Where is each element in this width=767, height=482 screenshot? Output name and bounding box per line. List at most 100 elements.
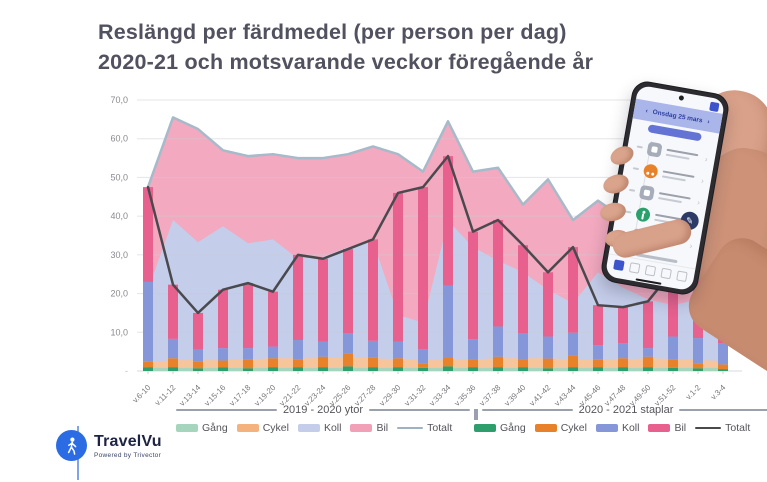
bar-segment-cykel (643, 356, 653, 368)
nav-stats-icon (644, 264, 657, 277)
bar-segment-koll (143, 281, 153, 362)
y-zero-label: - (125, 366, 128, 376)
nav-trips-icon (613, 258, 625, 271)
y-tick-label: 30,0 (110, 250, 128, 260)
legend-entry-cykel: Cykel (534, 422, 587, 434)
bar-segment-gng (318, 367, 328, 371)
legend-entry-totalt: Totalt (695, 422, 750, 434)
bar-segment-koll (193, 349, 203, 362)
bar-segment-bil (343, 249, 353, 334)
chart-title: Reslängd per färdmedel (per person per d… (98, 18, 593, 77)
y-tick-label: 70,0 (110, 95, 128, 105)
bar-segment-gng (193, 368, 203, 371)
app-icon (709, 101, 720, 113)
bar-segment-gng (343, 366, 353, 371)
legend-group-title-row: 2019 - 2020 ytor (176, 403, 478, 420)
legend-label: Cykel (560, 422, 587, 434)
legend-swatch (236, 424, 259, 432)
legend-entry-gng: Gång (474, 422, 526, 434)
bar-segment-gng (643, 367, 653, 371)
legend-entry-koll: Koll (297, 422, 342, 434)
bicycle-icon (642, 163, 659, 180)
legend-rule (482, 408, 573, 411)
travelvu-logo: TravelVu Powered by Trivector (56, 426, 162, 480)
bar-segment-gng (443, 366, 453, 371)
legend-swatch (176, 424, 198, 432)
bar-segment-gng (568, 367, 578, 371)
bar-segment-cykel (193, 361, 203, 369)
legend-entry-gng: Gång (176, 422, 228, 434)
bar-segment-bil (268, 291, 278, 347)
bar-segment-bil (193, 312, 203, 350)
area-gng (148, 367, 723, 371)
trip-text-placeholder (658, 191, 691, 204)
bar-segment-bil (543, 272, 553, 337)
bar-segment-koll (543, 336, 553, 359)
bar-segment-cykel (518, 359, 528, 368)
trip-text-placeholder (661, 169, 695, 182)
bar-segment-cykel (418, 363, 428, 368)
bar-segment-gng (368, 367, 378, 371)
bar-segment-cykel (143, 361, 153, 368)
bar-segment-bil (568, 247, 578, 333)
nav-info-icon (660, 267, 673, 279)
chevron-right-icon: › (704, 154, 709, 164)
bar-segment-bil (243, 283, 253, 349)
time-label-placeholder (628, 188, 636, 192)
time-label-placeholder (625, 210, 632, 214)
place-icon (638, 184, 655, 202)
bar-segment-cykel (393, 358, 403, 368)
legend-label: Totalt (427, 422, 453, 434)
y-tick-label: 50,0 (110, 172, 128, 182)
bar-segment-cykel (318, 356, 328, 368)
camera-dot (678, 95, 685, 101)
bar-segment-bil (143, 187, 153, 282)
legend-label: Koll (323, 422, 342, 434)
bar-segment-gng (493, 367, 503, 371)
area-koll (148, 220, 723, 371)
time-label-placeholder (636, 145, 643, 149)
bar-segment-gng (243, 368, 253, 371)
bar-segment-koll (618, 343, 628, 359)
legend-label: Bil (674, 422, 687, 434)
legend-swatch (297, 424, 320, 432)
legend-group-2020-2021: 2020 - 2021 staplar Gång Cykel Koll Bil Tota… (474, 403, 767, 434)
chevron-left-icon: ‹ (645, 107, 649, 115)
bar-segment-gng (693, 368, 703, 371)
bar-segment-koll (643, 348, 653, 357)
bar-segment-bil (618, 307, 628, 344)
bar-segment-bil (518, 245, 528, 334)
nav-settings-icon (676, 269, 688, 282)
bar-segment-gng (293, 367, 303, 371)
walking-person-icon (56, 430, 87, 461)
legend-swatch (534, 424, 557, 432)
chevron-right-icon: › (688, 240, 694, 251)
legend-label: Bil (376, 422, 389, 434)
legend-label: Koll (621, 422, 640, 434)
bar-segment-gng (418, 367, 428, 371)
legend-entry-bil: Bil (648, 422, 686, 434)
legend-bracket (474, 409, 476, 420)
legend-swatch (695, 426, 722, 430)
bar-segment-cykel (568, 355, 578, 368)
bar-segment-koll (668, 336, 678, 360)
place-icon (646, 141, 663, 158)
bar-segment-gng (268, 367, 278, 371)
legend-swatch (350, 424, 373, 432)
trip-text-placeholder (665, 148, 699, 160)
bar-segment-gng (618, 367, 628, 371)
legend-swatch (648, 424, 671, 432)
legend-group-2019-2020: 2019 - 2020 ytor Gång Cykel Koll Bil Totalt (176, 403, 478, 434)
bar-segment-bil (593, 305, 603, 346)
legend-label: Gång (202, 422, 228, 434)
chart-title-line1: Reslängd per färdmedel (per person per d… (98, 20, 567, 44)
bar-segment-cykel (718, 364, 728, 370)
legend-group-label: 2020 - 2021 staplar (578, 403, 674, 416)
bar-segment-koll (493, 326, 503, 357)
bar-segment-koll (218, 348, 228, 361)
bar-segment-koll (443, 285, 453, 358)
bar-segment-gng (718, 369, 728, 371)
bar-segment-bil (418, 187, 428, 350)
nav-calendar-icon (628, 261, 641, 274)
legend-group-label: 2019 - 2020 ytor (282, 403, 364, 416)
